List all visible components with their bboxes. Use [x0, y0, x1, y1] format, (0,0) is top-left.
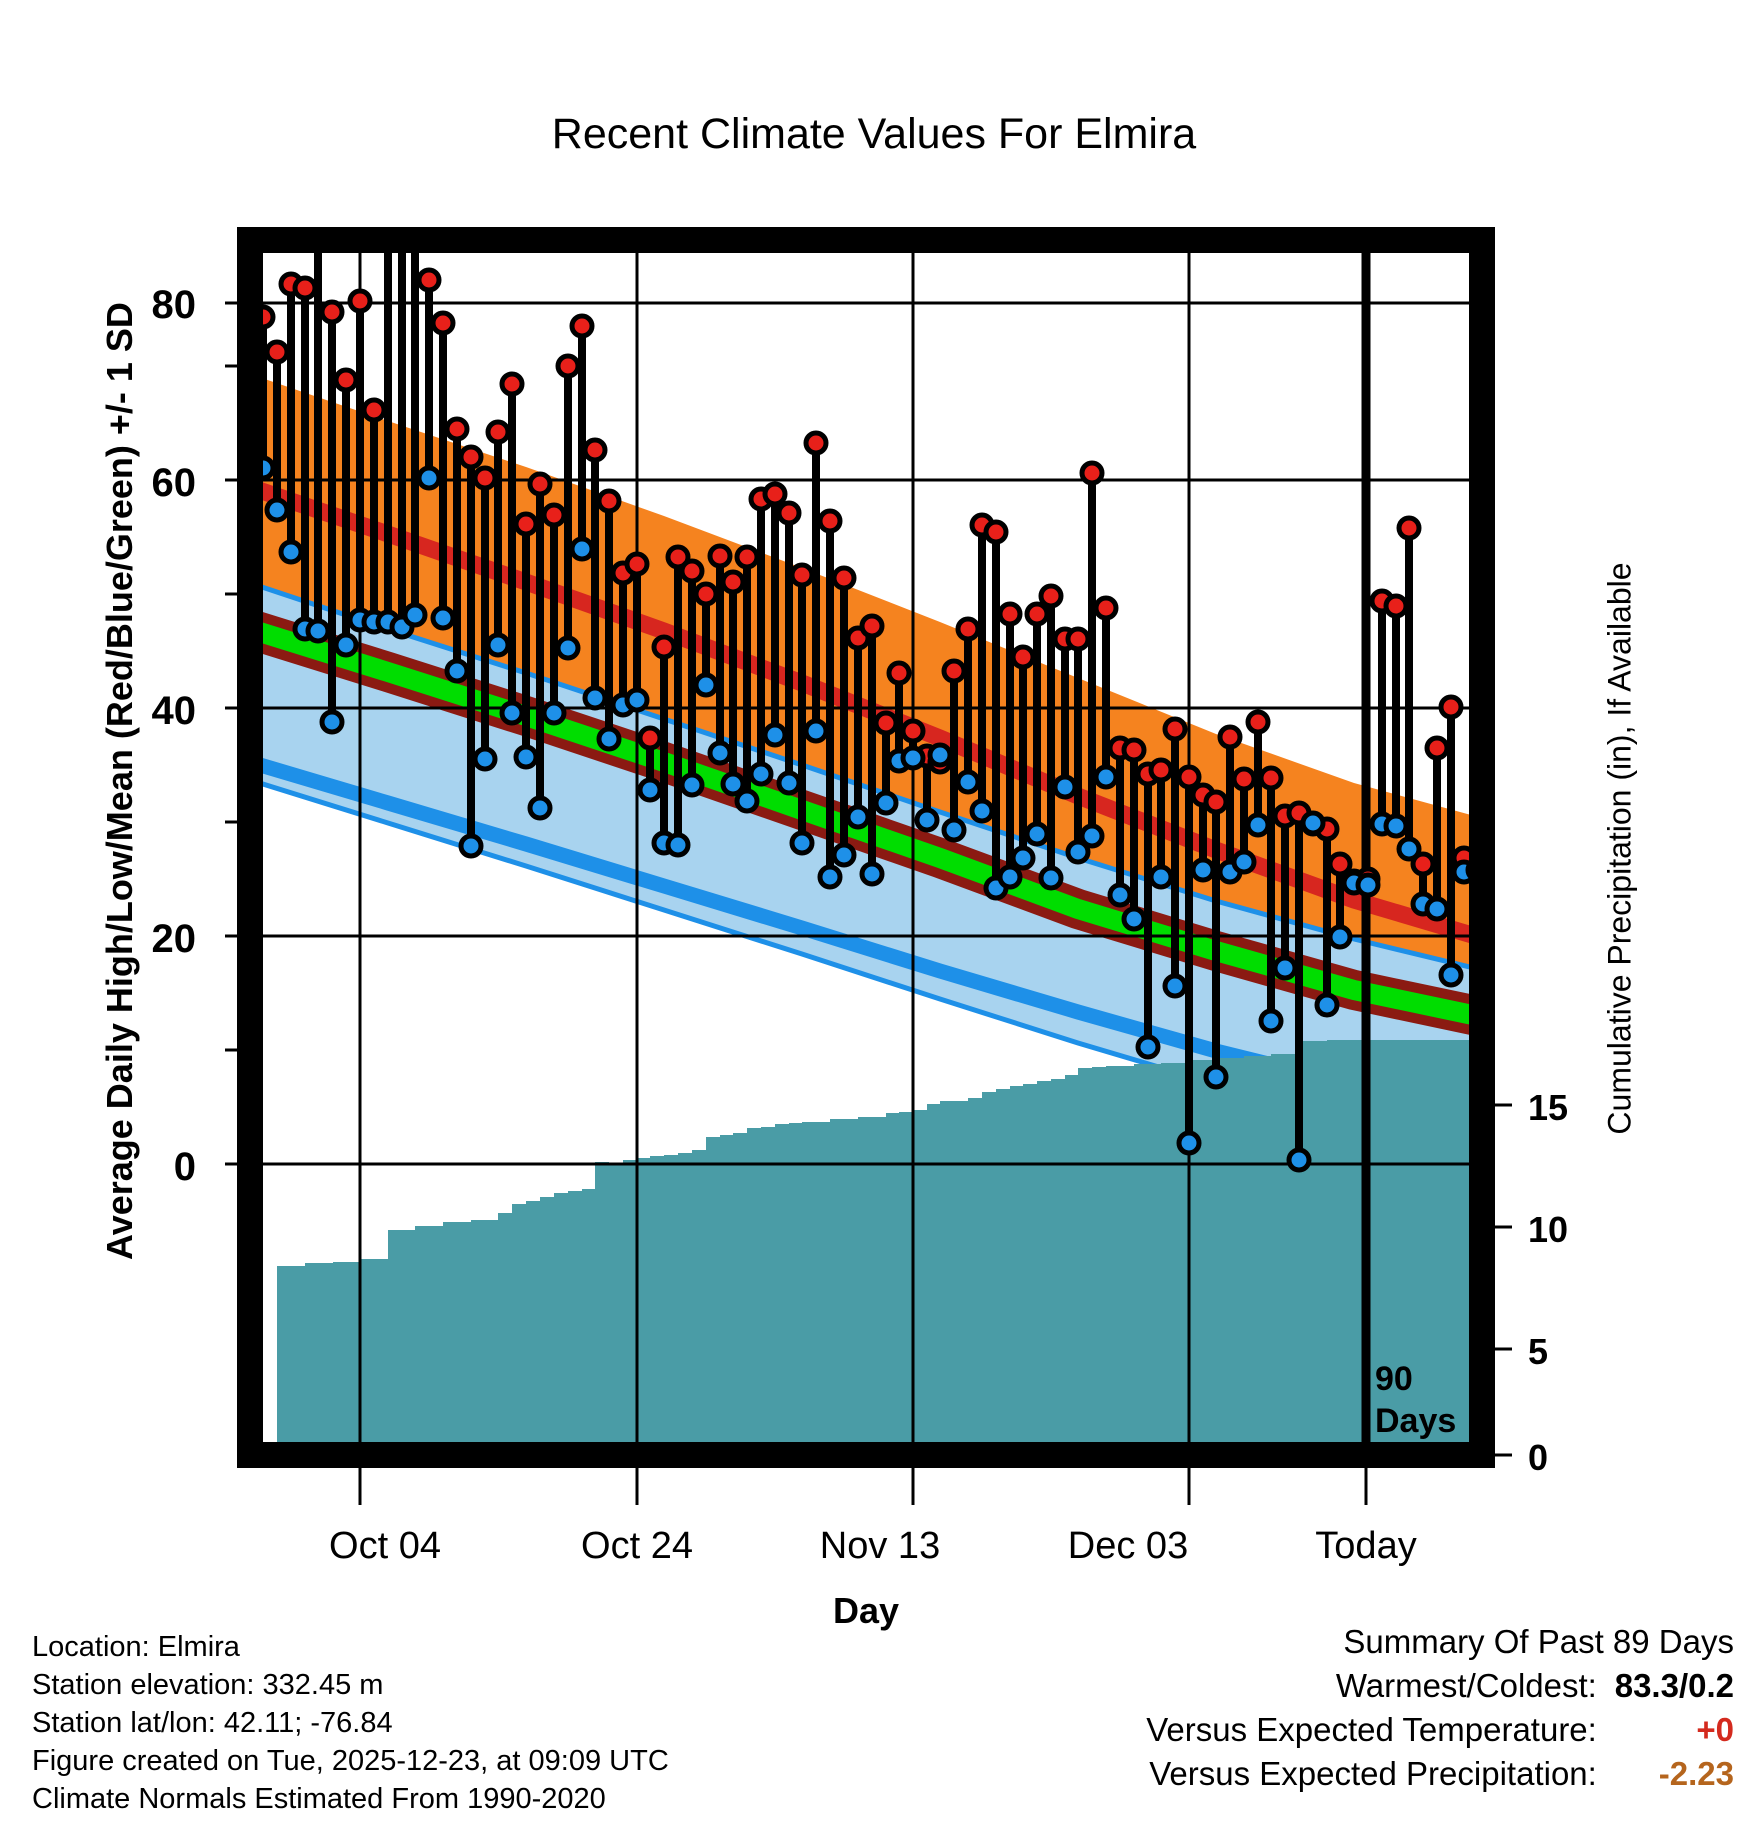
today-annotation-line1: 90: [1375, 1360, 1413, 1398]
x-tick-dec-03: Dec 03: [1068, 1525, 1188, 1567]
summary-vs-precip-label: Versus Expected Precipitation:: [1149, 1755, 1597, 1792]
summary-vs-precip-value: -2.23: [1658, 1755, 1734, 1792]
y2-tick-5: 5: [1528, 1331, 1548, 1372]
today-annotation-line2: Days: [1375, 1402, 1456, 1440]
metadata-elevation: Station elevation: 332.45 m: [32, 1669, 384, 1701]
x-axis-ticks: [358, 1468, 1368, 1505]
y-axis-ticks-right: [1482, 1103, 1512, 1457]
metadata-location: Location: Elmira: [32, 1631, 240, 1663]
summary-vs-temp-value: +0: [1696, 1711, 1734, 1748]
summary-panel: Summary Of Past 89 Days Warmest/Coldest:…: [1146, 1620, 1734, 1796]
x-tick-nov-13: Nov 13: [820, 1525, 940, 1567]
summary-warmest-coldest-value: 83.3/0.2: [1614, 1667, 1734, 1704]
summary-warmest-coldest-label: Warmest/Coldest:: [1335, 1667, 1597, 1704]
y-tick-80: 80: [152, 283, 197, 327]
y-tick-0: 0: [174, 1145, 196, 1189]
summary-heading: Summary Of Past 89 Days: [1343, 1623, 1734, 1660]
metadata-latlon: Station lat/lon: 42.11; -76.84: [32, 1707, 393, 1739]
y-tick-20: 20: [152, 917, 197, 961]
x-tick-oct-04: Oct 04: [329, 1525, 441, 1567]
x-tick-today: Today: [1315, 1525, 1416, 1567]
observation-stems: [259, 240, 1482, 1160]
y-tick-60: 60: [152, 461, 197, 505]
metadata-normals: Climate Normals Estimated From 1990-2020: [32, 1783, 606, 1815]
summary-vs-temp-label: Versus Expected Temperature:: [1146, 1711, 1597, 1748]
x-axis-label: Day: [832, 1590, 900, 1631]
chart-title: Recent Climate Values For Elmira: [551, 110, 1197, 158]
plot-content: 90 Days: [250, 240, 1482, 1455]
summary-vs-temp-row: Versus Expected Temperature: +0: [1146, 1708, 1734, 1752]
summary-warmest-coldest-row: Warmest/Coldest: 83.3/0.2: [1146, 1664, 1734, 1708]
y-axis-ticks-left: [225, 301, 250, 1166]
y2-tick-15: 15: [1528, 1087, 1568, 1128]
summary-vs-precip-row: Versus Expected Precipitation: -2.23: [1146, 1752, 1734, 1796]
y2-tick-0: 0: [1528, 1437, 1548, 1478]
x-tick-oct-24: Oct 24: [581, 1525, 693, 1567]
figure-metadata: Location: Elmira Station elevation: 332.…: [32, 1628, 669, 1818]
y2-tick-10: 10: [1528, 1209, 1568, 1250]
metadata-created: Figure created on Tue, 2025-12-23, at 09…: [32, 1745, 669, 1777]
observed-low-points: [250, 455, 1482, 1173]
plot-frame: [237, 227, 1495, 1468]
y-tick-40: 40: [152, 689, 197, 733]
